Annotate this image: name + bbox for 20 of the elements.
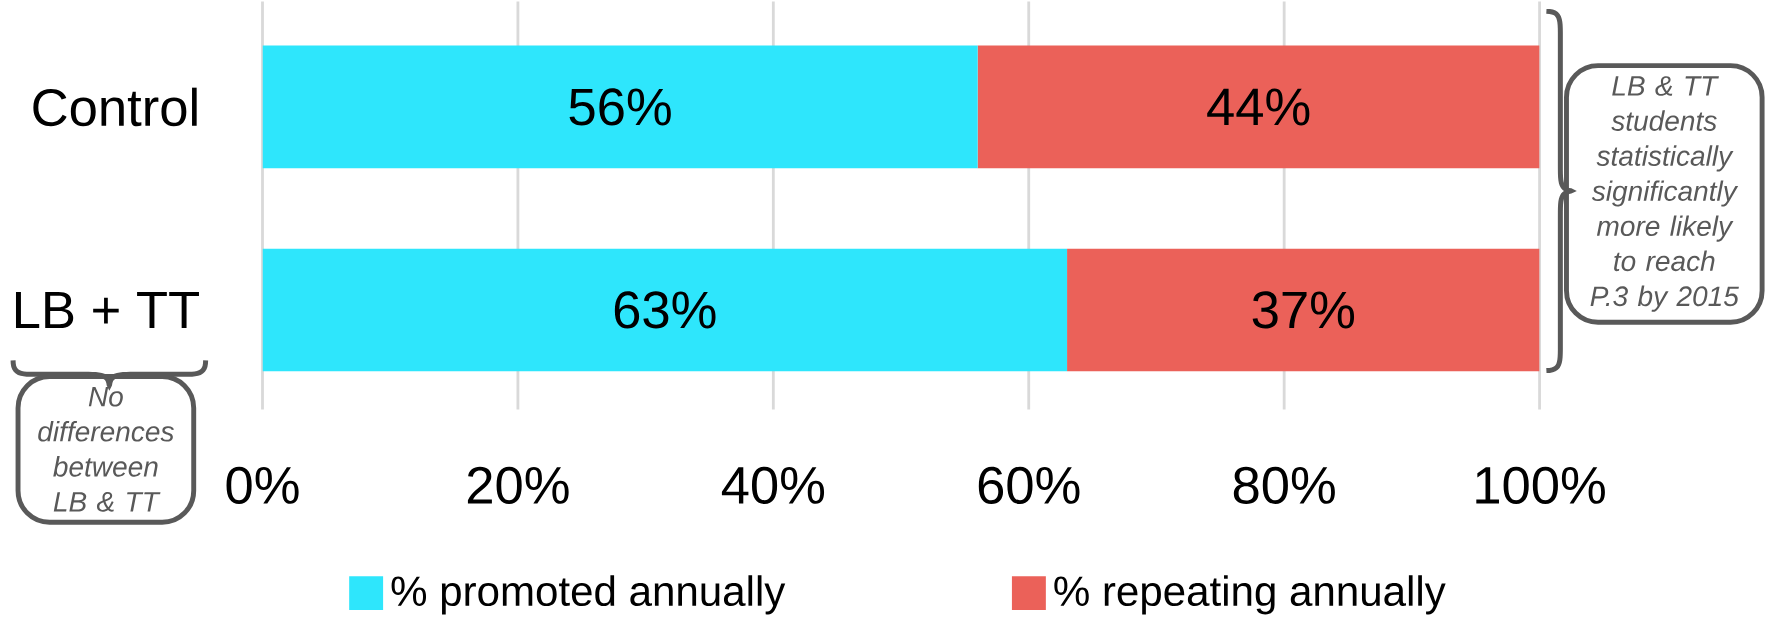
- x-tick-label: 80%: [1233, 466, 1335, 504]
- data-label: 56%: [569, 88, 671, 126]
- bar: [977, 45, 1540, 169]
- legend-label: % repeating annually: [1054, 575, 1446, 615]
- x-tick-label: 60%: [978, 466, 1080, 504]
- bar: [262, 248, 1068, 372]
- y-tick-label: LB + TT: [15, 291, 199, 329]
- bar: [262, 45, 978, 169]
- x-tick-label: 20%: [467, 466, 569, 504]
- data-label: 44%: [1207, 88, 1310, 126]
- text: LB & TT students statistically significantly more likely to reach P.3 by 2015: [1590, 76, 1739, 312]
- data-label: 63%: [614, 291, 716, 329]
- text: No differences between LB & TT: [38, 386, 174, 512]
- data-label: 37%: [1252, 291, 1355, 329]
- bar: [1067, 248, 1540, 372]
- y-tick-label: Control: [33, 87, 197, 127]
- legend-label: % promoted annually: [391, 575, 786, 615]
- x-tick-label: 0%: [226, 466, 299, 504]
- x-tick-label: 40%: [721, 466, 825, 504]
- x-tick-label: 100%: [1476, 466, 1605, 504]
